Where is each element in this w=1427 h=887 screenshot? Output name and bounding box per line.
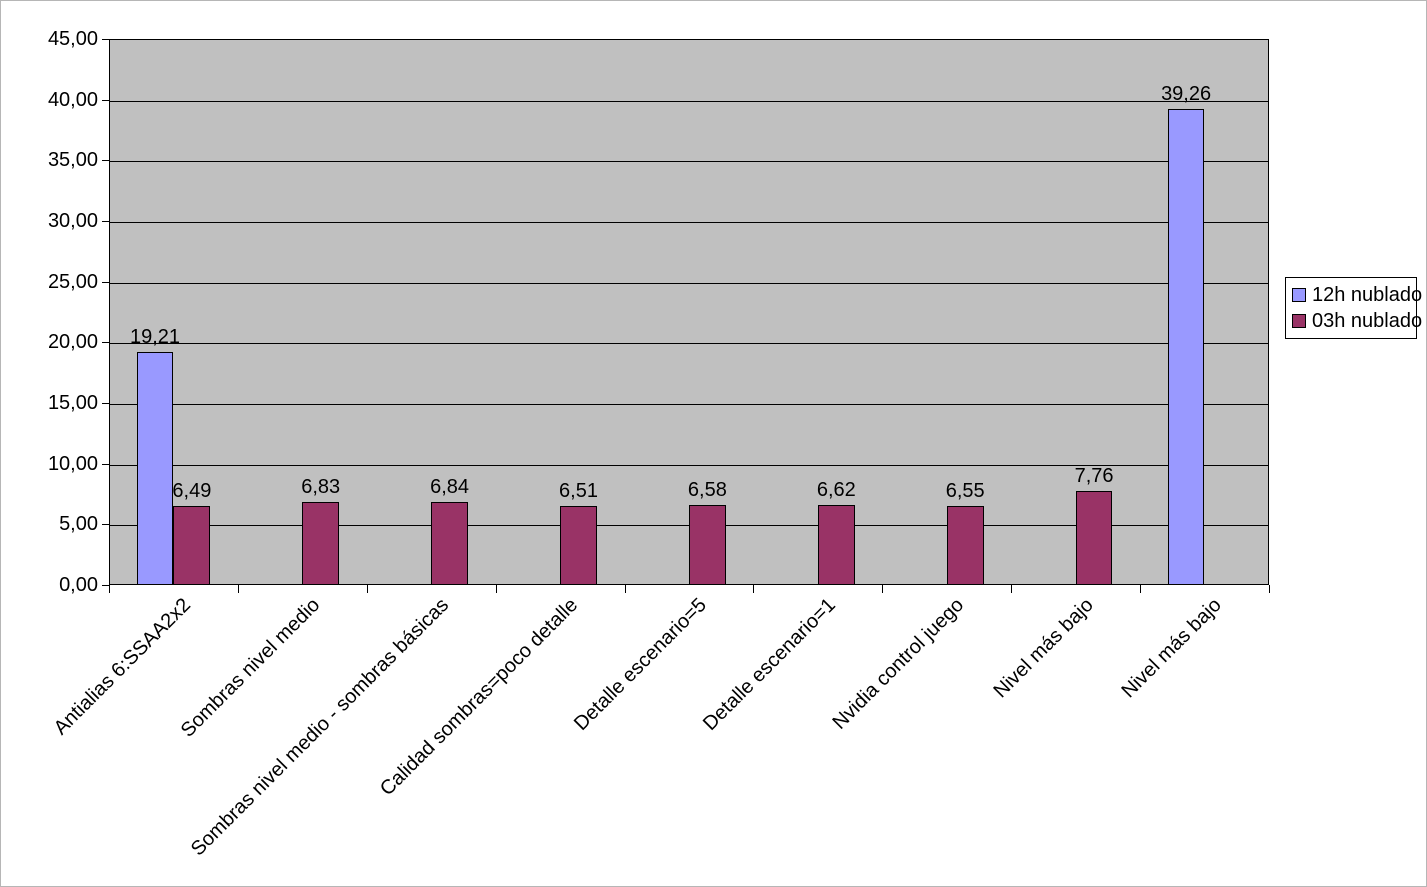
legend-label: 03h nublado xyxy=(1312,309,1423,332)
y-axis-tick xyxy=(102,403,109,404)
y-axis-tick-label: 20,00 xyxy=(47,331,98,353)
y-gridline xyxy=(110,343,1268,344)
x-axis-tick xyxy=(496,585,497,593)
y-axis-tick xyxy=(102,100,109,101)
x-axis-tick xyxy=(753,585,754,593)
bar-data-label: 6,51 xyxy=(559,480,598,502)
y-axis-tick xyxy=(102,282,109,283)
y-axis-tick xyxy=(102,464,109,465)
bar-03h-nublado xyxy=(817,504,855,585)
x-axis-category-label: Nivel más bajo xyxy=(988,594,1098,703)
y-axis-tick-label: 35,00 xyxy=(47,149,98,171)
y-axis-tick xyxy=(102,221,109,222)
y-axis-tick-label: 0,00 xyxy=(59,574,98,596)
bar-03h-nublado xyxy=(302,502,340,585)
legend-label: 12h nublado xyxy=(1312,283,1423,306)
bar-12h-nublado xyxy=(136,351,174,585)
y-axis-tick-label: 5,00 xyxy=(59,513,98,535)
x-axis-category-label: Sombras nivel medio - sombras básicas xyxy=(186,594,453,861)
y-gridline xyxy=(110,404,1268,405)
bar-12h-nublado xyxy=(1167,108,1205,585)
x-axis-category-label: Sombras nivel medio xyxy=(176,594,324,742)
y-axis-tick-label: 15,00 xyxy=(47,392,98,414)
legend-swatch xyxy=(1292,314,1306,328)
x-axis-tick xyxy=(1140,585,1141,593)
bar-03h-nublado xyxy=(560,506,597,585)
x-axis-category-label: Antialias 6:SSAA2x2 xyxy=(49,594,195,740)
x-axis-category-label: Nivel más bajo xyxy=(1117,594,1227,703)
plot-area xyxy=(109,39,1269,585)
y-axis-tick-label: 25,00 xyxy=(47,271,98,293)
bar-03h-nublado xyxy=(689,505,726,585)
y-gridline xyxy=(110,283,1268,284)
x-axis-tick xyxy=(238,585,239,593)
bar-03h-nublado xyxy=(1075,490,1113,585)
y-axis-tick-label: 10,00 xyxy=(47,453,98,475)
x-axis-tick xyxy=(1269,585,1270,593)
x-axis-tick xyxy=(882,585,883,593)
bar-03h-nublado xyxy=(173,506,211,585)
y-axis-tick-label: 45,00 xyxy=(47,28,98,50)
y-axis-tick xyxy=(102,342,109,343)
y-gridline xyxy=(110,101,1268,102)
x-axis-category-label: Detalle escenario=5 xyxy=(569,594,711,735)
bar-data-label: 6,84 xyxy=(430,476,470,498)
x-axis-category-label: Nvidia control juego xyxy=(828,594,969,734)
legend-swatch xyxy=(1292,288,1306,302)
y-axis-tick-label: 40,00 xyxy=(47,89,98,111)
y-gridline xyxy=(110,465,1268,466)
bar-data-label: 7,76 xyxy=(1074,464,1114,487)
x-axis-tick xyxy=(625,585,626,593)
x-axis-tick xyxy=(367,585,368,593)
x-axis-tick xyxy=(1011,585,1012,593)
bar-data-label: 6,55 xyxy=(945,479,985,502)
bar-data-label: 39,26 xyxy=(1161,82,1212,105)
x-axis-category-label: Detalle escenario=1 xyxy=(698,594,840,735)
bar-data-label: 6,83 xyxy=(301,476,341,499)
y-axis-tick xyxy=(102,524,109,525)
legend-item: 03h nublado xyxy=(1292,308,1422,334)
bar-data-label: 19,21 xyxy=(129,325,181,348)
y-axis-tick xyxy=(102,585,109,586)
legend: 12h nublado 03h nublado xyxy=(1285,277,1422,339)
y-axis-tick xyxy=(102,39,109,40)
y-gridline xyxy=(110,161,1268,162)
y-axis-tick xyxy=(102,160,109,161)
bar-03h-nublado xyxy=(946,505,984,585)
legend-item: 12h nublado xyxy=(1292,282,1422,308)
bar-data-label: 6,58 xyxy=(687,479,727,502)
bar-03h-nublado xyxy=(431,502,468,585)
y-axis-tick-label: 30,00 xyxy=(47,210,98,232)
bar-data-label: 6,62 xyxy=(816,478,856,501)
x-axis-tick xyxy=(109,585,110,593)
y-gridline xyxy=(110,222,1268,223)
bar-data-label: 6,49 xyxy=(172,480,212,503)
